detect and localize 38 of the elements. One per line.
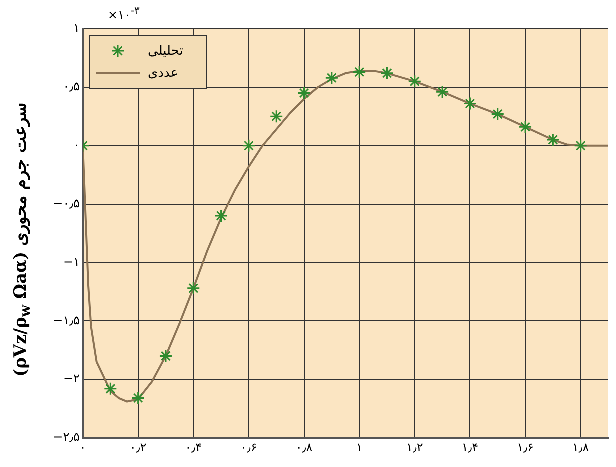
point bbox=[186, 282, 200, 296]
legend-label: تحلیلی bbox=[148, 44, 184, 58]
point bbox=[298, 86, 312, 100]
y-tick-label: −۰٫۵ bbox=[53, 196, 80, 210]
point bbox=[408, 74, 422, 88]
point bbox=[546, 133, 560, 147]
point bbox=[270, 110, 284, 124]
x-tick-label: ۰٫۶ bbox=[240, 440, 258, 454]
point bbox=[380, 66, 394, 80]
point bbox=[159, 349, 173, 363]
point bbox=[436, 85, 450, 99]
point bbox=[352, 65, 366, 79]
point bbox=[518, 120, 532, 134]
y-tick-label: −۲٫۵ bbox=[53, 430, 80, 444]
text: ×۱۰$^{-۳}$ bbox=[108, 6, 140, 22]
y-tick-label: −۱ bbox=[64, 254, 80, 269]
legend-label: عددی bbox=[148, 66, 179, 80]
y-tick-label: ۰٫۵ bbox=[63, 80, 80, 94]
point bbox=[214, 209, 228, 223]
point bbox=[463, 97, 477, 111]
y-tick-label: ۰ bbox=[74, 138, 80, 152]
x-tick-label: ۱٫۸ bbox=[572, 440, 590, 454]
y-tick-label: −۲ bbox=[64, 372, 80, 386]
point bbox=[242, 139, 256, 153]
x-tick-label: ۱٫۴ bbox=[462, 440, 479, 454]
y-tick-label: −۱٫۵ bbox=[53, 313, 80, 328]
x-tick-label: ۰٫۸ bbox=[296, 440, 314, 454]
point bbox=[132, 392, 146, 406]
x-tick-label: ۱ bbox=[356, 440, 363, 454]
y-tick-label: ۱ bbox=[74, 21, 80, 36]
point bbox=[104, 382, 118, 396]
x-tick-label: ۰٫۲ bbox=[130, 440, 147, 454]
point bbox=[325, 71, 339, 85]
point bbox=[491, 108, 505, 122]
x-tick-label: ۱٫۲ bbox=[406, 440, 424, 454]
point bbox=[574, 139, 588, 153]
x-tick-label: ۱٫۶ bbox=[517, 440, 534, 454]
x-tick-label: ۰٫۴ bbox=[185, 440, 202, 454]
